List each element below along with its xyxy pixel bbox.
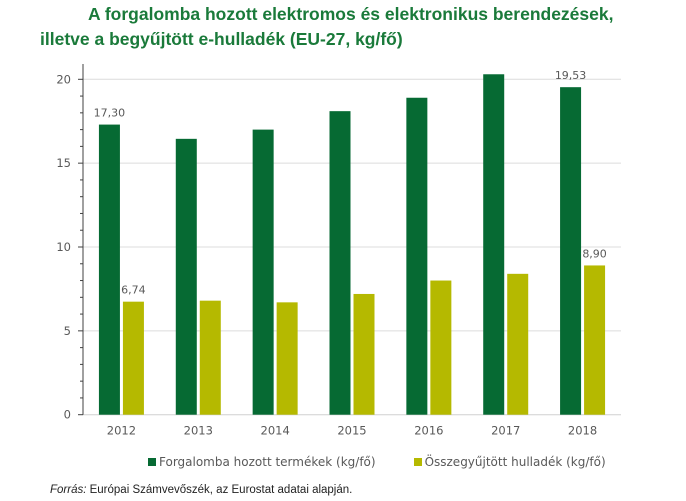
data-label: 17,30: [94, 107, 126, 120]
bar-products-2018: [560, 87, 582, 415]
bar-products-2012: [98, 124, 120, 415]
bar-waste-2016: [430, 280, 452, 415]
x-tick-label: 2018: [568, 424, 597, 438]
x-tick-label: 2015: [337, 424, 366, 438]
x-tick-label: 2017: [491, 424, 520, 438]
data-label: 6,74: [121, 284, 146, 297]
data-label: 8,90: [582, 247, 607, 260]
x-tick-label: 2013: [184, 424, 213, 438]
x-tick-label: 2016: [414, 424, 443, 438]
legend-swatch-products: [148, 458, 156, 466]
legend-label-waste: Összegyűjtött hulladék (kg/fő): [424, 455, 606, 469]
y-tick-label: 0: [64, 408, 71, 422]
y-tick-label: 5: [64, 324, 71, 338]
source-prefix: Forrás:: [50, 484, 87, 496]
source-text: Európai Számvevőszék, az Eurostat adatai…: [86, 484, 353, 496]
bar-waste-2018: [584, 265, 606, 415]
bar-products-2017: [483, 74, 505, 415]
legend: Forgalomba hozott termékek (kg/fő) Össze…: [148, 455, 644, 469]
chart-title-line-1: A forgalomba hozott elektromos és elektr…: [88, 4, 614, 24]
y-tick-label: 10: [56, 240, 71, 254]
bar-products-2014: [252, 129, 274, 415]
bar-waste-2017: [507, 273, 529, 415]
y-tick-label: 20: [56, 72, 71, 86]
source-note: Forrás: Európai Számvevőszék, az Eurosta…: [50, 484, 352, 496]
legend-item-waste: Összegyűjtött hulladék (kg/fő): [413, 455, 606, 469]
bar-waste-2013: [199, 300, 221, 415]
data-label: 19,53: [555, 69, 587, 82]
legend-label-products: Forgalomba hozott termékek (kg/fő): [159, 455, 376, 469]
bar-products-2013: [175, 138, 197, 415]
legend-item-products: Forgalomba hozott termékek (kg/fő): [148, 455, 376, 469]
bar-waste-2015: [353, 293, 375, 415]
bar-waste-2012: [122, 301, 144, 415]
x-tick-label: 2012: [107, 424, 136, 438]
y-tick-label: 15: [56, 156, 71, 170]
x-tick-label: 2014: [261, 424, 290, 438]
bar-products-2016: [406, 97, 428, 415]
bar-waste-2014: [276, 302, 298, 415]
chart-title-line-2: illetve a begyűjtött e-hulladék (EU-27, …: [40, 29, 403, 49]
legend-swatch-waste: [413, 458, 422, 466]
bar-products-2015: [329, 111, 351, 415]
